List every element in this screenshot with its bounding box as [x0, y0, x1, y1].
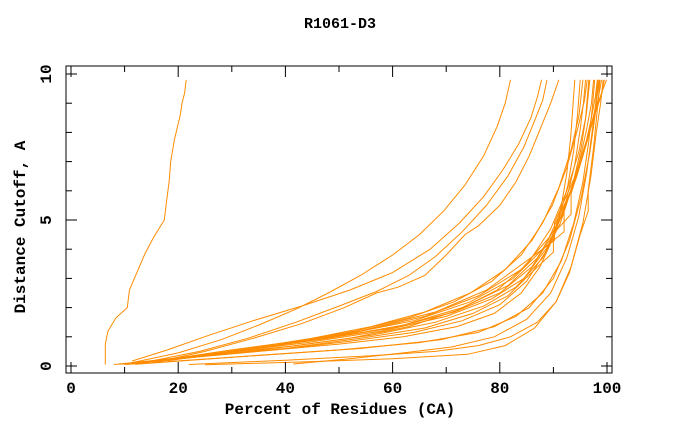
axes-frame [65, 65, 613, 374]
model-curve-curve-05 [113, 79, 576, 365]
y-tick-label: 10 [38, 64, 56, 83]
model-curve-curve-03 [140, 79, 548, 364]
y-tick-label: 0 [38, 361, 56, 371]
model-curve-curve-06 [119, 79, 581, 365]
model-curve-curve-19 [204, 79, 604, 366]
model-curve-curve-23 [119, 79, 590, 365]
x-tick-label: 40 [276, 380, 295, 398]
x-tick-label: 0 [66, 380, 76, 398]
model-curve-curve-20 [162, 79, 584, 361]
plot-frame [65, 65, 613, 374]
y-axis-label: Distance Cutoff, A [12, 140, 30, 314]
model-curve-curve-09 [135, 79, 595, 364]
model-curves [104, 79, 607, 366]
model-curve-curve-11 [145, 79, 600, 363]
model-curve-curve-15 [124, 79, 596, 365]
model-curve-curve-07 [124, 79, 587, 365]
y-tick-label: 5 [38, 215, 56, 225]
model-curve-curve-13 [156, 79, 605, 363]
x-axis-label: Percent of Residues (CA) [224, 401, 456, 419]
x-tick-label: 20 [169, 380, 188, 398]
model-curve-curve-01 [104, 79, 187, 365]
model-curve-curve-16 [135, 79, 599, 365]
tick-labels: 0 20 40 60 80 100 0 5 10 [38, 64, 621, 398]
model-curve-curve-22 [131, 79, 543, 362]
model-curve-curve-04 [151, 79, 560, 364]
model-curve-curve-08 [129, 79, 591, 364]
model-curve-curve-18 [293, 79, 599, 365]
x-tick-label: 80 [490, 380, 509, 398]
model-curve-curve-21 [178, 79, 588, 360]
x-tick-label: 100 [593, 380, 622, 398]
model-curve-curve-02 [129, 79, 511, 364]
chart-title: R1061-D3 [303, 16, 376, 33]
x-tick-label: 60 [383, 380, 402, 398]
